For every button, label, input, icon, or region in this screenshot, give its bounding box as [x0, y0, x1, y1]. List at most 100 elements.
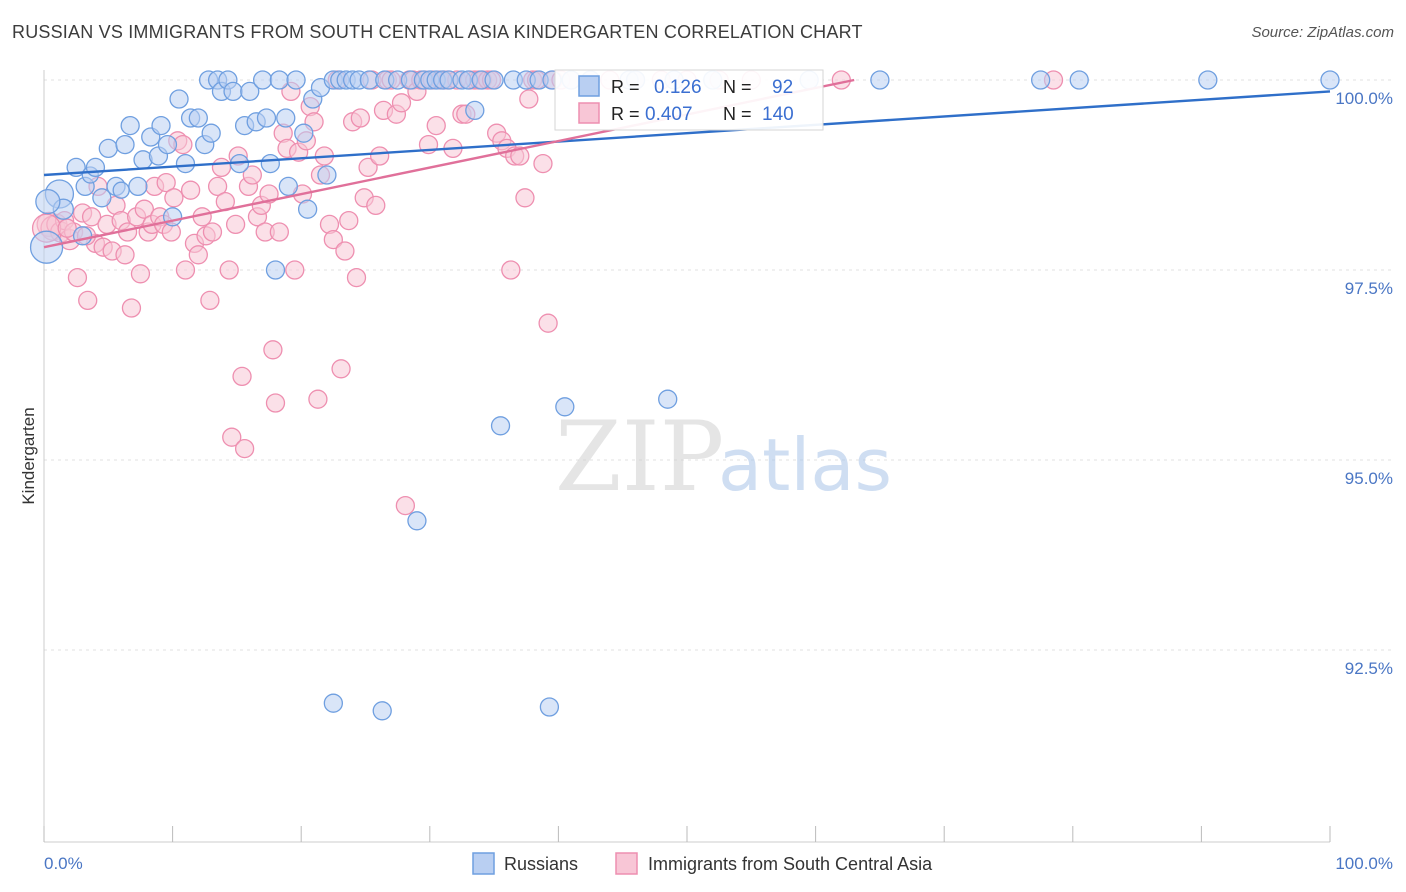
legend-r-label-1: R = — [611, 77, 640, 97]
legend-swatch-immigrants — [578, 102, 600, 124]
russians-point — [870, 70, 890, 90]
russians-point — [323, 693, 344, 713]
immigrants-point — [225, 214, 246, 235]
immigrants-point — [200, 290, 220, 311]
russians-trend-line — [43, 90, 1331, 177]
immigrants-point — [67, 267, 88, 288]
russians-point — [294, 123, 314, 143]
russians-point — [297, 199, 318, 219]
immigrants-point — [346, 267, 367, 288]
y-tick-label: 95.0% — [1345, 469, 1393, 488]
russians-point — [98, 138, 118, 159]
immigrants-point — [395, 495, 416, 516]
source-label: Source: ZipAtlas.com — [1251, 24, 1394, 41]
russians-point — [278, 176, 298, 197]
russians-point — [490, 416, 511, 436]
immigrants-point — [188, 245, 208, 265]
immigrants-point — [269, 222, 289, 242]
russians-point — [269, 70, 289, 90]
immigrants-point — [175, 260, 196, 280]
bottom-legend-swatch-russians — [472, 852, 495, 875]
legend-box: R = 0.126 N = 92 R = 0.407 N = 140 — [554, 69, 824, 131]
immigrants-point — [331, 359, 351, 379]
watermark-atlas: atlas — [718, 423, 892, 507]
immigrants-point — [515, 188, 535, 208]
x-tick-label-min: 0.0% — [44, 854, 83, 873]
legend-swatch-russians — [578, 75, 600, 97]
legend-n-label-1: N = — [723, 77, 752, 97]
immigrants-point — [219, 260, 239, 280]
immigrants-point — [533, 153, 553, 174]
immigrants-point — [259, 184, 279, 204]
immigrants-point — [831, 70, 851, 90]
immigrants-point — [234, 438, 255, 459]
bottom-legend-label-russians: Russians — [504, 854, 578, 874]
russians-point — [1031, 70, 1051, 90]
legend-n-value-1: 92 — [772, 77, 793, 98]
immigrants-point — [369, 146, 390, 166]
y-tick-label: 92.5% — [1345, 659, 1393, 678]
immigrants-point — [285, 260, 305, 280]
immigrants-point — [121, 298, 142, 318]
russians-point — [1320, 70, 1340, 90]
immigrants-point — [130, 264, 151, 284]
immigrants-point — [335, 241, 355, 261]
chart-title: RUSSIAN VS IMMIGRANTS FROM SOUTH CENTRAL… — [12, 22, 863, 42]
immigrants-point — [263, 340, 283, 360]
immigrants-point — [265, 393, 286, 413]
immigrants-point — [242, 165, 262, 185]
immigrants-point — [232, 366, 252, 387]
russians-point — [539, 697, 560, 717]
watermark-zip: ZIP — [555, 401, 724, 513]
russians-point — [188, 108, 208, 128]
immigrants-point — [426, 115, 446, 136]
immigrants-point — [339, 210, 359, 231]
russians-point — [256, 108, 277, 128]
russians-point — [265, 260, 286, 280]
immigrants-point — [308, 389, 328, 409]
immigrants-point — [156, 172, 176, 193]
russians-point — [484, 70, 504, 90]
russians-point — [201, 123, 221, 143]
russians-point — [115, 134, 135, 155]
legend-r-value-2: 0.407 — [645, 104, 693, 125]
immigrants-point — [134, 199, 154, 219]
immigrants-point — [207, 176, 228, 197]
russians-point — [128, 176, 148, 197]
russians-point — [276, 108, 296, 128]
series-immigrants-points — [31, 70, 1064, 516]
y-tick-label: 100.0% — [1335, 89, 1393, 108]
russians-point — [112, 181, 130, 199]
russians-point — [85, 157, 106, 178]
russians-point — [372, 701, 392, 721]
bottom-legend-label-immigrants: Immigrants from South Central Asia — [648, 854, 933, 874]
legend-r-label-2: R = — [611, 104, 640, 124]
russians-point — [1198, 70, 1218, 90]
immigrants-point — [81, 207, 102, 227]
russians-point — [223, 81, 243, 102]
legend-n-value-2: 140 — [762, 104, 794, 125]
immigrants-point — [391, 93, 412, 113]
bottom-legend-swatch-immigrants — [615, 852, 638, 875]
immigrants-point — [78, 290, 98, 311]
russians-point — [169, 89, 189, 109]
immigrants-point — [519, 89, 539, 109]
legend-n-label-2: N = — [723, 104, 752, 124]
immigrants-point — [538, 313, 558, 333]
russians-point — [92, 188, 112, 208]
russians-point — [317, 165, 337, 185]
immigrants-point — [202, 222, 223, 242]
russians-point — [1069, 70, 1089, 90]
russians-point — [175, 153, 196, 174]
immigrants-point — [57, 218, 77, 238]
immigrants-point — [366, 195, 386, 216]
immigrants-point — [115, 245, 135, 265]
russians-point — [555, 397, 575, 417]
y-axis-label: Kindergarten — [19, 407, 38, 504]
russians-point — [407, 511, 427, 531]
immigrants-point — [323, 229, 344, 250]
russians-point — [286, 70, 306, 90]
immigrants-point — [164, 188, 184, 208]
immigrants-point — [211, 157, 232, 178]
russians-point — [35, 188, 61, 215]
